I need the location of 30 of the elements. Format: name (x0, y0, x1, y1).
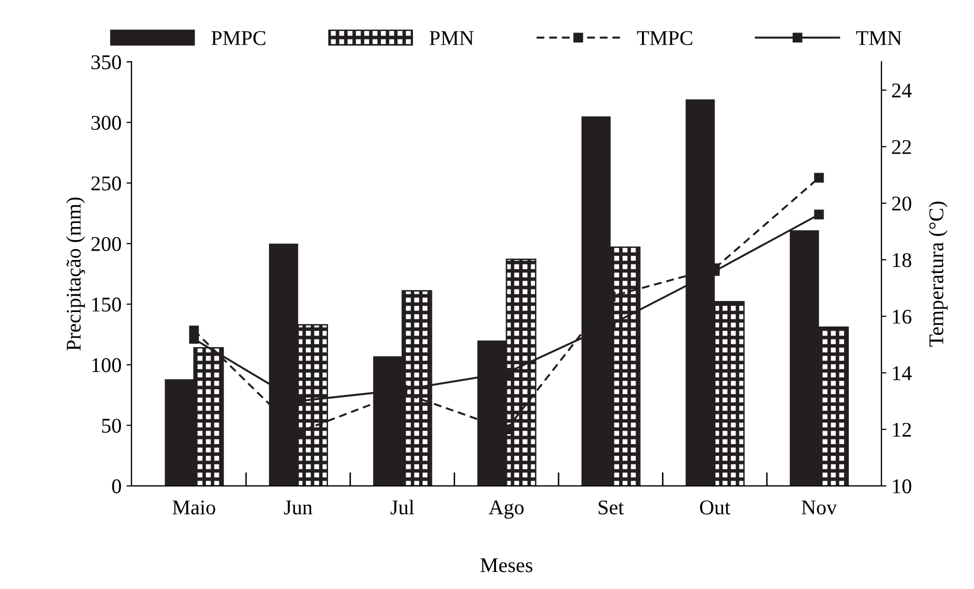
x-tick-label: Ago (488, 500, 524, 519)
y-tick-label: 0 (112, 479, 121, 494)
x-tick-label: Jun (284, 500, 312, 514)
y-axis-title: Precipitação (mm) (66, 198, 85, 351)
legend-label: TMPC (636, 31, 692, 46)
y2-tick-label: 18 (893, 253, 912, 268)
y-tick-label: 150 (92, 298, 121, 312)
y2-tick-label: 12 (893, 422, 911, 437)
y2-tick-label: 20 (892, 196, 912, 211)
y-tick-label: 200 (91, 236, 121, 252)
y2-tick-label: 14 (893, 366, 912, 380)
x-tick-label: Maio (172, 500, 216, 514)
y2-tick-label: 22 (892, 140, 911, 154)
legend-label: TMN (856, 31, 902, 45)
y2-tick-label: 10 (893, 479, 912, 494)
legend-label: PMPC (211, 31, 266, 46)
x-tick-label: Set (598, 500, 624, 514)
x-axis-title: Meses (480, 558, 532, 572)
y-tick-label: 50 (102, 418, 121, 433)
x-tick-label: Jul (390, 500, 414, 514)
y2-tick-label: 16 (893, 310, 912, 324)
y-tick-label: 250 (91, 176, 121, 190)
x-tick-label: Out (700, 500, 730, 514)
y-tick-label: 300 (92, 116, 121, 130)
y-tick-label: 100 (92, 358, 121, 372)
legend-label: PMN (430, 31, 474, 45)
x-tick-label: Nov (802, 500, 837, 514)
y-tick-label: 350 (92, 55, 121, 70)
y2-tick-label: 24 (892, 84, 912, 98)
y2-axis-title: Temperatura (°C) (928, 202, 948, 347)
